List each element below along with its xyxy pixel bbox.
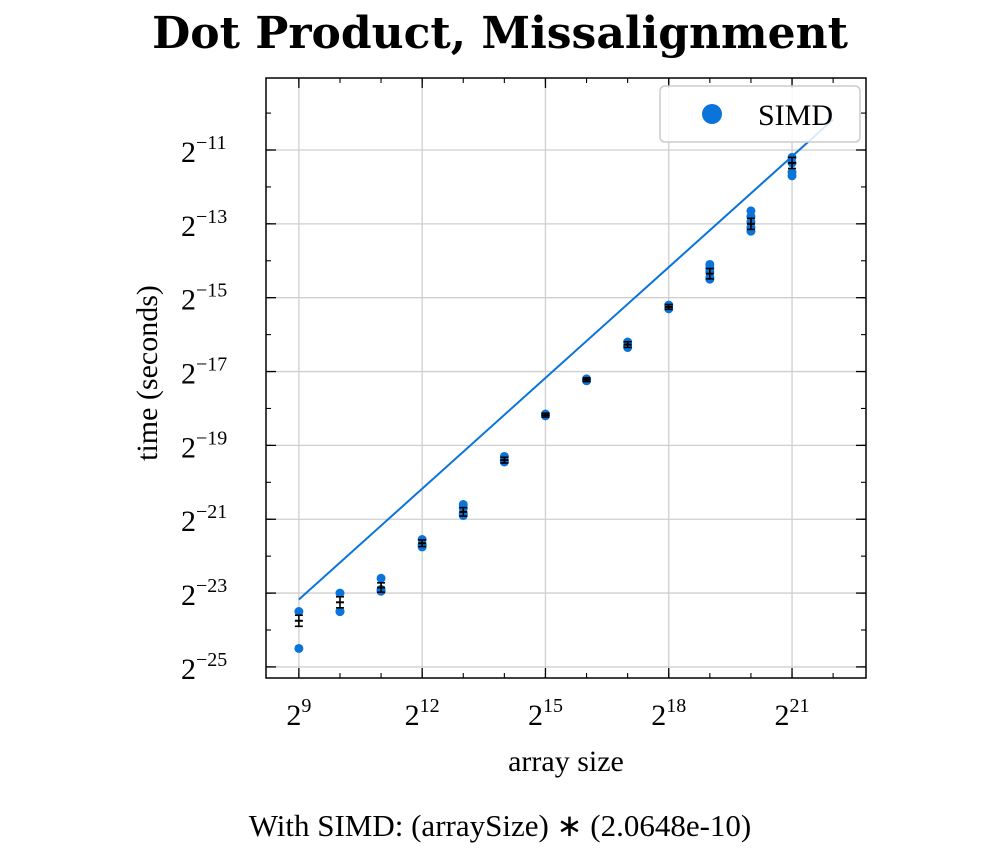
error-bars <box>294 156 797 628</box>
x-tick-label: 212 <box>405 695 440 732</box>
x-tick-base: 2 <box>286 699 301 732</box>
y-tick-exponent: −19 <box>196 427 227 449</box>
x-tick-base: 2 <box>528 699 543 732</box>
x-tick-exponent: 21 <box>790 695 810 717</box>
axis-ticks <box>266 78 866 678</box>
x-tick-base: 2 <box>651 699 666 732</box>
y-tick-labels: 2−112−132−152−172−192−212−232−25 <box>181 132 227 686</box>
data-point <box>335 607 345 617</box>
x-tick-exponent: 9 <box>301 695 311 717</box>
fit-line <box>298 118 834 601</box>
y-tick-base: 2 <box>181 136 196 169</box>
data-point <box>335 588 345 598</box>
x-tick-exponent: 15 <box>543 695 563 717</box>
fit-line-group <box>298 118 834 601</box>
grid-lines <box>266 78 866 678</box>
y-axis-label: time (seconds) <box>131 285 164 461</box>
y-tick-base: 2 <box>181 210 196 243</box>
y-tick-base: 2 <box>181 579 196 612</box>
y-tick-exponent: −23 <box>196 575 227 597</box>
x-tick-label: 215 <box>528 695 563 732</box>
y-tick-exponent: −13 <box>196 206 227 228</box>
x-tick-exponent: 12 <box>420 695 440 717</box>
y-tick-label: 2−19 <box>181 427 227 464</box>
legend-marker <box>702 104 722 124</box>
x-tick-labels: 29 212 215 218 221 <box>286 695 809 732</box>
y-tick-label: 2−23 <box>181 575 227 612</box>
y-tick-label: 2−21 <box>181 501 227 538</box>
y-tick-label: 2−15 <box>181 280 227 317</box>
chart-title: Dot Product, Missalignment <box>152 8 848 59</box>
x-tick-label: 218 <box>651 695 686 732</box>
y-tick-label: 2−17 <box>181 354 227 391</box>
fit-caption: With SIMD: (arraySize) ∗ (2.0648e-10) <box>248 808 752 843</box>
y-tick-base: 2 <box>181 284 196 317</box>
y-tick-base: 2 <box>181 358 196 391</box>
x-axis-label: array size <box>508 745 624 778</box>
y-tick-exponent: −17 <box>196 354 227 376</box>
x-tick-base: 2 <box>775 699 790 732</box>
y-tick-base: 2 <box>181 505 196 538</box>
plot-frame <box>265 77 867 679</box>
x-tick-exponent: 18 <box>666 695 686 717</box>
data-point <box>376 573 386 583</box>
x-tick-label: 221 <box>775 695 810 732</box>
y-tick-label: 2−25 <box>181 649 227 686</box>
y-tick-exponent: −15 <box>196 280 227 302</box>
legend: SIMD <box>659 85 861 143</box>
x-tick-label: 29 <box>286 695 311 732</box>
y-tick-base: 2 <box>181 431 196 464</box>
y-tick-label: 2−13 <box>181 206 227 243</box>
y-tick-label: 2−11 <box>181 132 227 169</box>
data-point <box>294 607 304 617</box>
legend-box <box>659 85 861 143</box>
legend-label: SIMD <box>758 99 833 132</box>
y-tick-exponent: −21 <box>196 501 227 523</box>
y-tick-exponent: −25 <box>196 649 227 671</box>
y-tick-base: 2 <box>181 653 196 686</box>
data-point <box>294 643 304 653</box>
data-point <box>787 171 797 181</box>
y-tick-exponent: −11 <box>196 132 227 154</box>
x-tick-base: 2 <box>405 699 420 732</box>
